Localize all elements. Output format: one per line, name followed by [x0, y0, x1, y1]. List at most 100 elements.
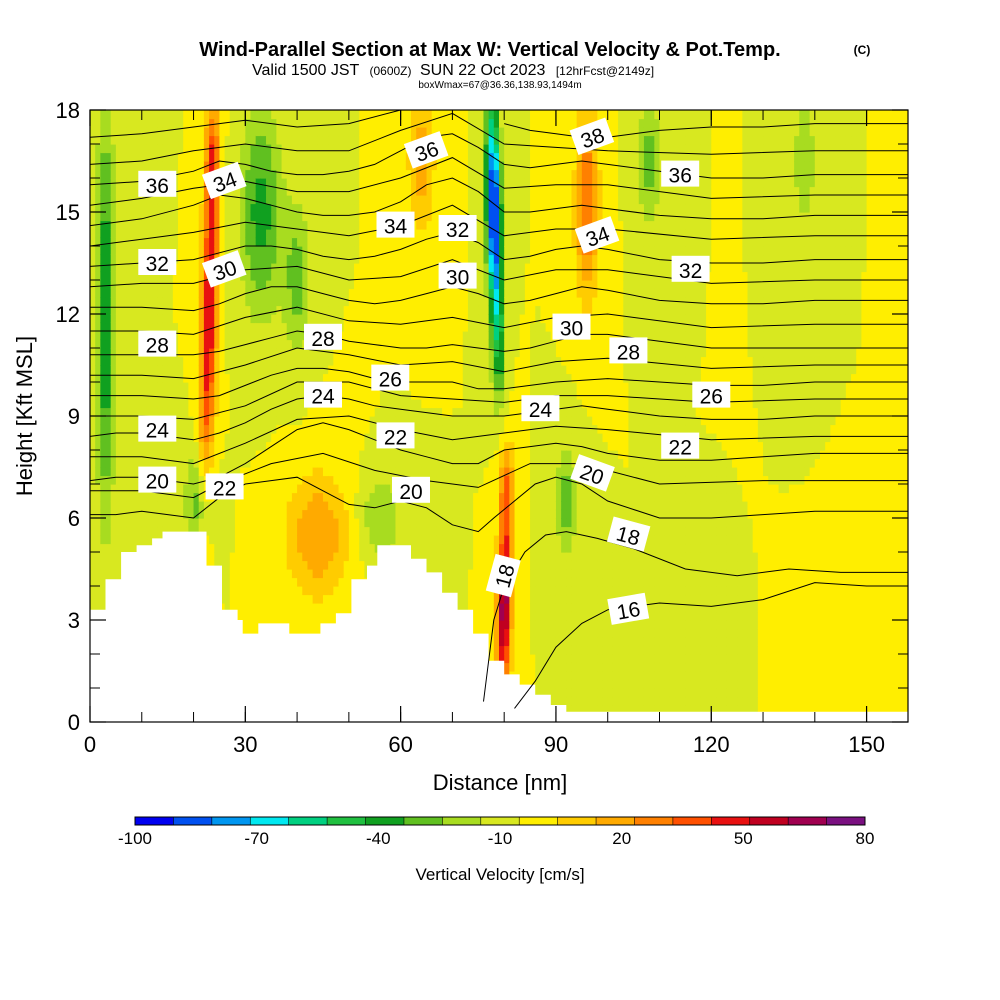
copyright-mark: (C)	[854, 43, 871, 57]
velocity-cell	[255, 254, 262, 264]
velocity-cell	[193, 135, 200, 145]
velocity-cell	[400, 297, 407, 307]
velocity-cell	[224, 280, 231, 290]
velocity-cell	[374, 450, 381, 460]
velocity-cell	[364, 135, 371, 145]
velocity-cell	[307, 560, 314, 570]
velocity-cell	[219, 586, 226, 596]
velocity-cell	[390, 144, 397, 154]
velocity-cell	[297, 271, 303, 281]
velocity-cell	[121, 229, 127, 239]
velocity-cell	[431, 322, 438, 332]
velocity-cell	[410, 135, 417, 145]
velocity-cell	[255, 348, 262, 358]
velocity-cell	[115, 543, 122, 553]
velocity-cell	[416, 195, 422, 205]
velocity-cell	[203, 433, 210, 443]
velocity-cell	[369, 169, 376, 179]
velocity-cell	[255, 552, 262, 562]
velocity-cell	[95, 331, 101, 341]
velocity-cell	[322, 178, 329, 188]
velocity-cell	[271, 152, 277, 162]
velocity-cell	[240, 280, 246, 290]
velocity-cell	[286, 492, 293, 502]
velocity-cell	[152, 407, 158, 417]
velocity-cell	[100, 110, 107, 120]
velocity-cell	[442, 552, 448, 562]
velocity-cell	[338, 450, 345, 460]
velocity-cell	[240, 577, 246, 587]
velocity-cell	[126, 492, 133, 502]
velocity-cell	[115, 246, 122, 256]
velocity-cell	[354, 246, 360, 256]
velocity-cell	[286, 348, 293, 358]
velocity-cell	[219, 577, 226, 587]
velocity-cell	[421, 186, 428, 196]
velocity-cell	[307, 586, 314, 596]
velocity-cell	[286, 135, 293, 145]
velocity-cell	[436, 424, 443, 434]
velocity-cell	[385, 178, 391, 188]
velocity-cell	[240, 339, 246, 349]
velocity-cell	[110, 543, 117, 553]
velocity-cell	[297, 110, 303, 120]
velocity-cell	[405, 127, 412, 137]
velocity-cell	[172, 399, 179, 409]
velocity-cell	[369, 110, 376, 120]
velocity-cell	[188, 467, 195, 477]
velocity-cell	[379, 195, 386, 205]
velocity-cell	[214, 467, 221, 477]
velocity-cell	[307, 220, 314, 230]
velocity-cell	[183, 467, 189, 477]
velocity-cell	[431, 127, 438, 137]
velocity-cell	[110, 178, 117, 188]
velocity-cell	[234, 220, 241, 230]
velocity-cell	[245, 348, 252, 358]
velocity-cell	[260, 450, 267, 460]
velocity-cell	[110, 450, 117, 460]
velocity-cell	[224, 518, 231, 528]
velocity-cell	[260, 288, 267, 298]
velocity-cell	[338, 373, 345, 383]
velocity-cell	[431, 552, 438, 562]
velocity-cell	[100, 433, 107, 443]
velocity-cell	[100, 280, 107, 290]
velocity-cell	[281, 416, 288, 426]
velocity-cell	[348, 263, 355, 273]
velocity-cell	[333, 458, 340, 468]
velocity-cell	[152, 212, 158, 222]
velocity-cell	[333, 569, 340, 579]
velocity-cell	[250, 348, 257, 358]
velocity-cell	[131, 458, 138, 468]
velocity-cell	[426, 501, 433, 511]
velocity-cell	[178, 331, 184, 341]
velocity-cell	[333, 237, 340, 247]
velocity-cell	[188, 169, 195, 179]
velocity-cell	[364, 288, 371, 298]
velocity-cell	[167, 390, 174, 400]
velocity-cell	[90, 526, 96, 536]
velocity-cell	[333, 195, 340, 205]
velocity-cell	[338, 297, 345, 307]
velocity-cell	[188, 220, 195, 230]
velocity-cell	[364, 127, 371, 137]
velocity-cell	[426, 212, 433, 222]
velocity-cell	[245, 467, 252, 477]
velocity-cell	[385, 467, 391, 477]
velocity-cell	[431, 195, 438, 205]
velocity-cell	[90, 543, 96, 553]
velocity-cell	[359, 492, 365, 502]
velocity-cell	[442, 305, 448, 315]
velocity-cell	[240, 212, 246, 222]
velocity-cell	[281, 509, 288, 519]
velocity-cell	[115, 458, 122, 468]
velocity-cell	[183, 382, 189, 392]
velocity-cell	[167, 501, 174, 511]
velocity-cell	[286, 178, 293, 188]
velocity-cell	[271, 195, 277, 205]
velocity-cell	[348, 356, 355, 366]
velocity-cell	[328, 203, 334, 213]
velocity-cell	[307, 305, 314, 315]
velocity-cell	[266, 407, 272, 417]
velocity-cell	[286, 254, 293, 264]
